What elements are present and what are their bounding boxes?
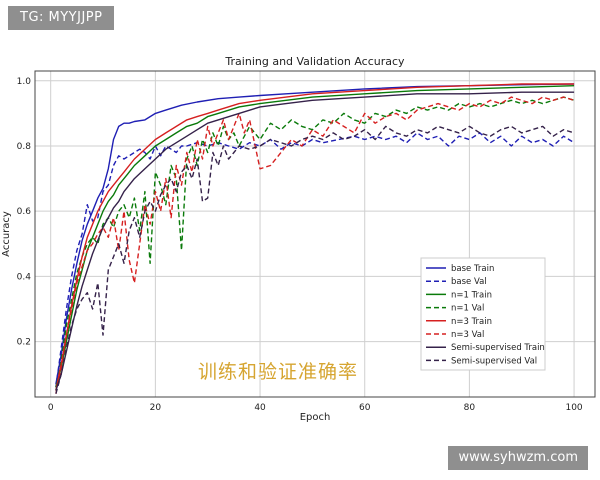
series-line-base-val [55, 132, 575, 388]
series-line-base-train [55, 83, 575, 385]
chart-ticks: 0 20 40 60 80 100 0.2 0.4 0.6 0.8 1.0 [17, 77, 583, 413]
watermark-top: TG: MYYJJPP [8, 6, 115, 30]
y-tick-label: 0.2 [17, 338, 31, 348]
chart-series [55, 83, 575, 394]
x-tick-label: 100 [565, 403, 582, 413]
x-tick-label: 80 [464, 403, 476, 413]
series-line-n-1-val [55, 96, 575, 391]
chart-grid [35, 71, 595, 397]
series-line-n-3-train [55, 83, 575, 391]
series-line-n-3-val [55, 96, 575, 394]
plot-frame [34, 70, 596, 398]
legend-label-base-val: base Val [451, 277, 487, 287]
series-line-n-1-train [55, 85, 575, 388]
y-tick-label: 1.0 [17, 77, 32, 87]
x-tick-label: 20 [150, 403, 162, 413]
legend-label-semi-supervised-val: Semi-supervised Val [451, 356, 537, 366]
legend-label-n-1-train: n=1 Train [451, 290, 492, 300]
x-tick-label: 40 [254, 403, 266, 413]
chart-legend: base Train base Val n=1 Train n=1 Val n=3 Tr… [420, 257, 546, 371]
legend-label-semi-supervised-train: Semi-supervised Train [451, 343, 545, 353]
chart-caption: 训练和验证准确率 [198, 361, 359, 383]
y-tick-label: 0.4 [17, 272, 32, 282]
legend-label-base-train: base Train [451, 264, 494, 274]
legend-box [420, 257, 546, 371]
watermark-bottom: www.syhwzm.com [448, 446, 588, 470]
chart-title: Training and Validation Accuracy [224, 55, 405, 68]
series-line-semi-supervised-train [55, 91, 575, 391]
x-axis-label: Epoch [300, 412, 331, 423]
x-tick-label: 60 [359, 403, 371, 413]
x-tick-label: 0 [48, 403, 54, 413]
y-tick-label: 0.6 [17, 207, 32, 217]
y-tick-label: 0.8 [17, 142, 32, 152]
y-axis-label: Accuracy [1, 211, 12, 257]
legend-label-n-3-train: n=3 Train [451, 317, 492, 327]
series-line-semi-supervised-val [55, 125, 575, 394]
legend-label-n-3-val: n=3 Val [451, 330, 484, 340]
legend-label-n-1-val: n=1 Val [451, 304, 484, 314]
